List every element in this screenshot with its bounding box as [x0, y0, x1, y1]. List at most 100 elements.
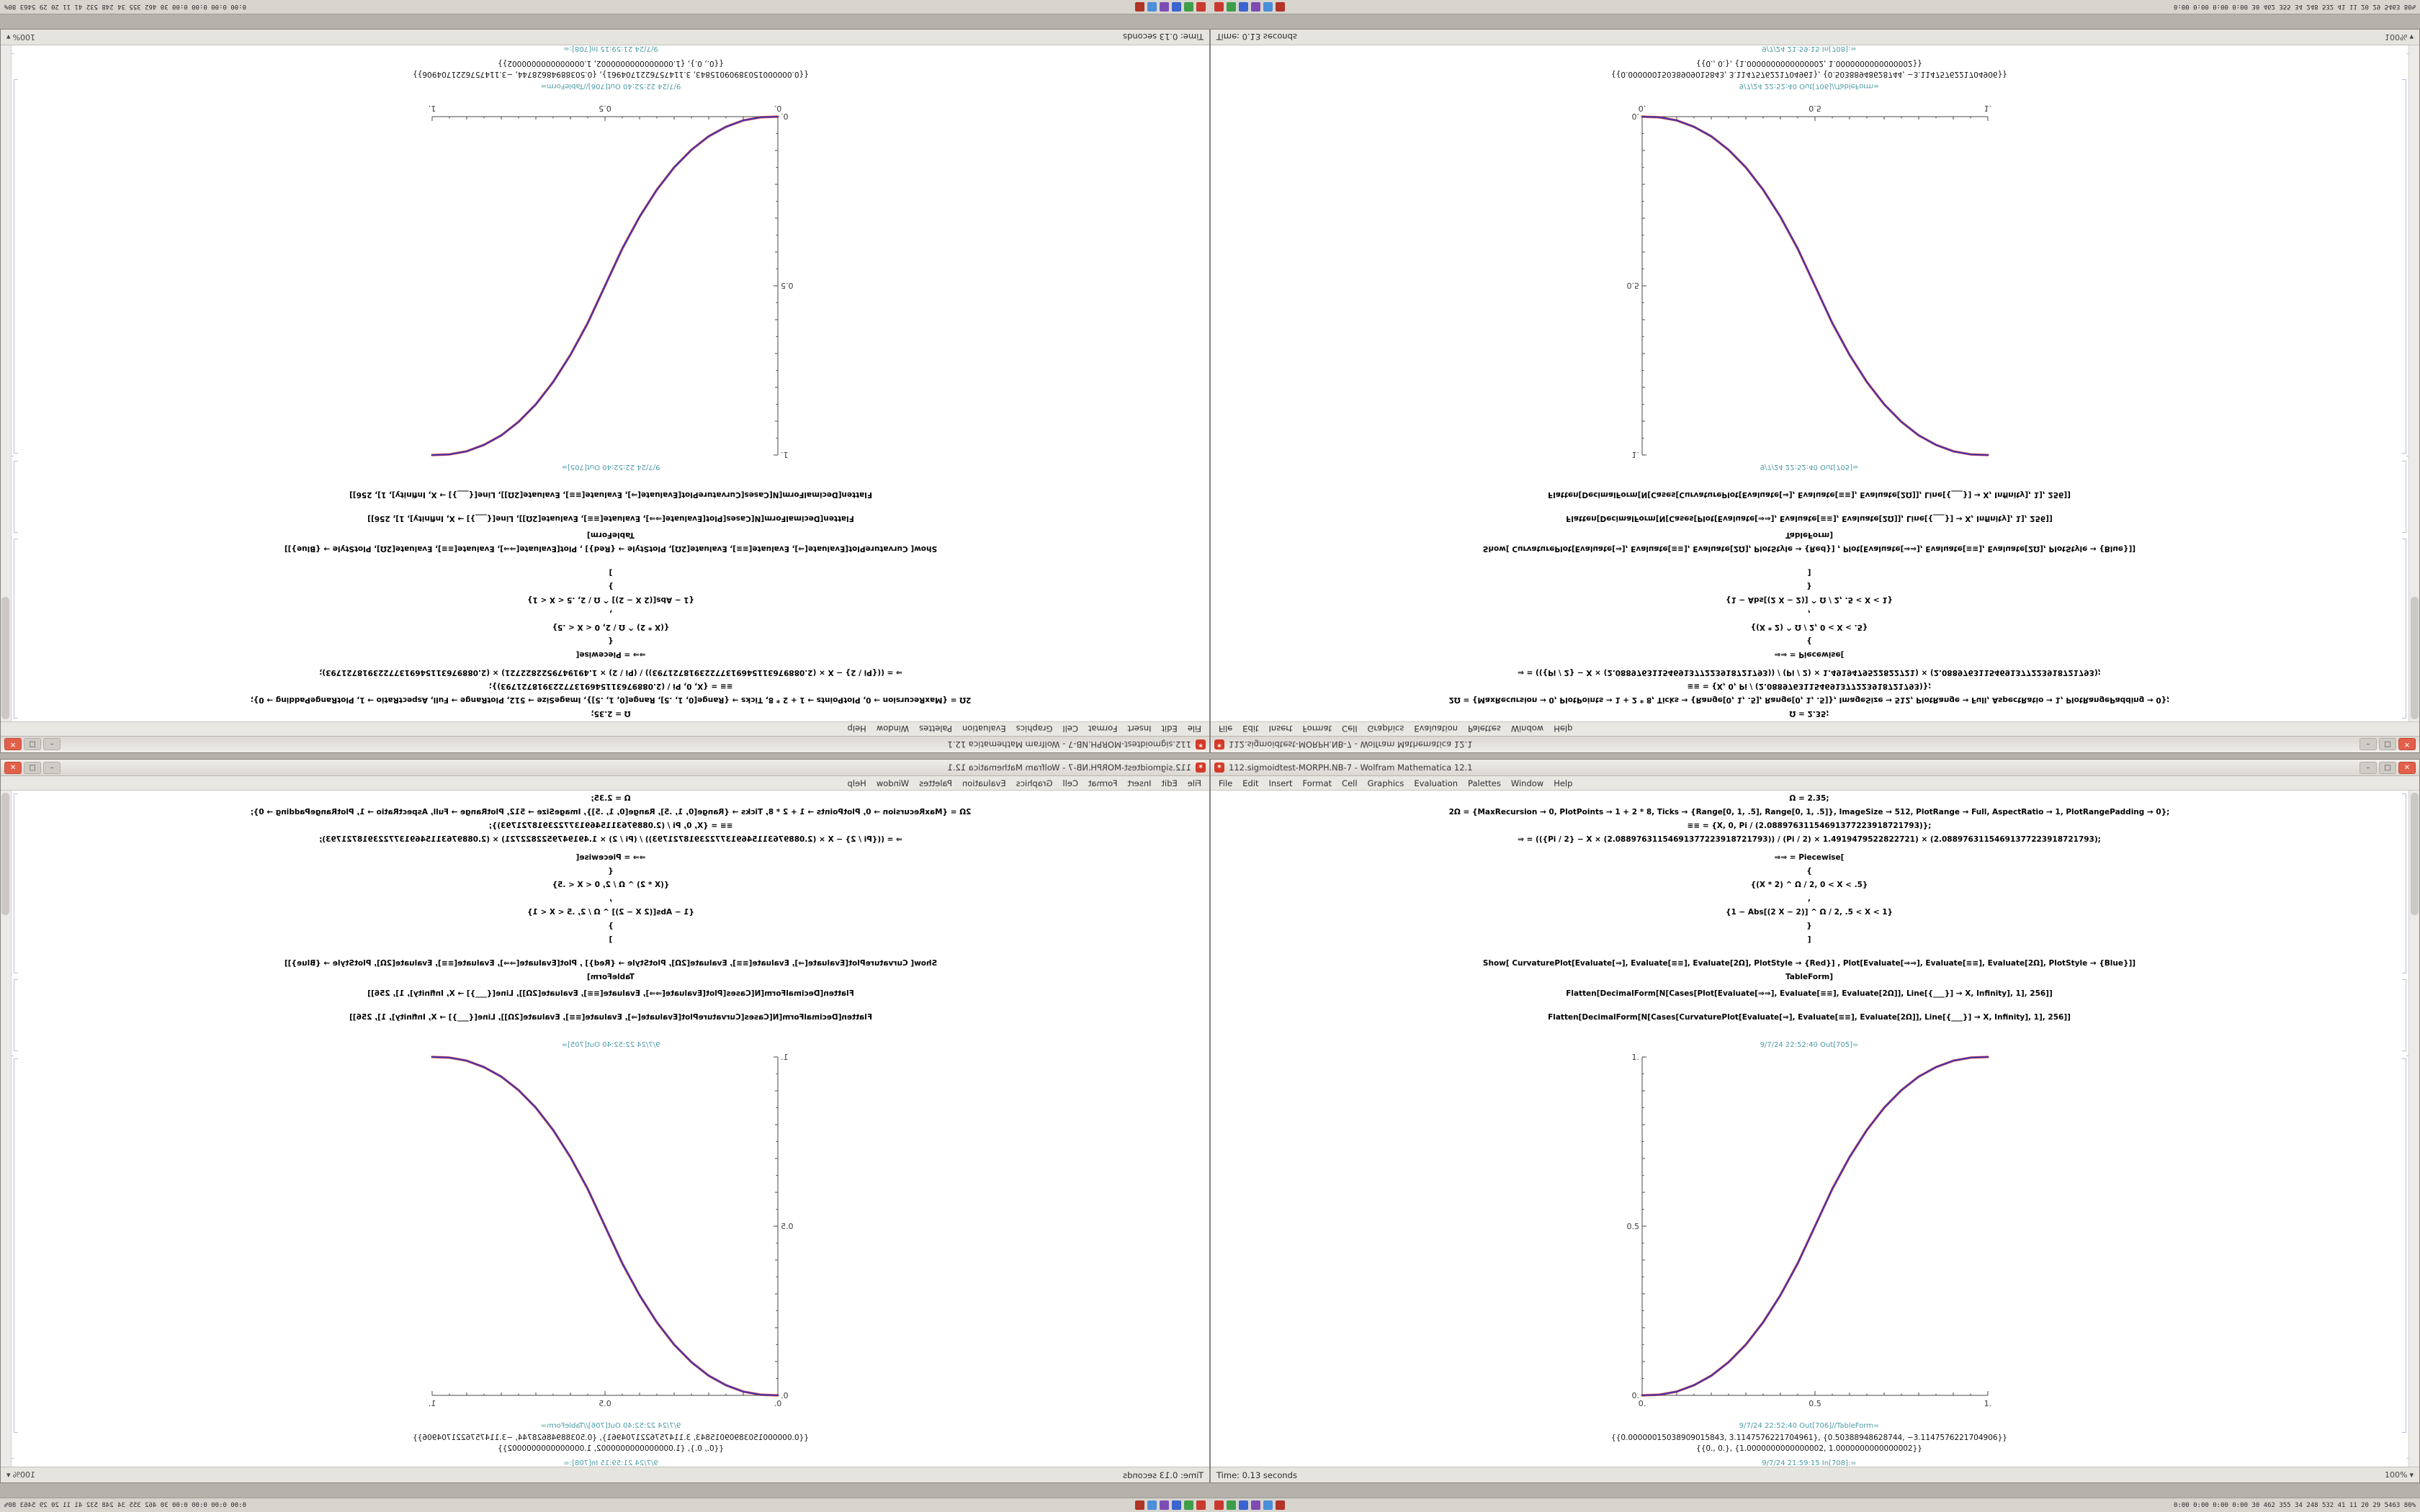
taskbar-app-skyblue-icon[interactable] — [1147, 2, 1157, 12]
menu-file[interactable]: File — [1219, 778, 1233, 788]
taskbar-app-blue-icon[interactable] — [1239, 1500, 1248, 1510]
vertical-scrollbar[interactable] — [2408, 45, 2419, 721]
taskbar-app-purple-icon[interactable] — [1251, 2, 1260, 12]
scrollbar-thumb[interactable] — [2411, 597, 2419, 719]
menu-help[interactable]: Help — [1554, 778, 1573, 788]
taskbar-app-red-icon[interactable] — [1196, 1500, 1206, 1510]
menu-graphics[interactable]: Graphics — [1016, 724, 1053, 734]
menu-graphics[interactable]: Graphics — [1367, 778, 1404, 788]
menu-cell[interactable]: Cell — [1342, 724, 1358, 734]
minimize-button[interactable]: – — [2360, 738, 2377, 751]
notebook-area[interactable]: Ω = 2.35; 2Ω = {MaxRecursion → 0, PlotPoi… — [1211, 45, 2419, 721]
taskbar-app-skyblue-icon[interactable] — [1263, 2, 1273, 12]
cell-bracket[interactable] — [14, 539, 18, 719]
taskbar-app-purple-icon[interactable] — [1160, 2, 1169, 12]
menu-edit[interactable]: Edit — [1242, 724, 1259, 734]
taskbar-app-purple-icon[interactable] — [1251, 1500, 1260, 1510]
maximize-button[interactable]: □ — [2379, 761, 2396, 774]
menu-insert[interactable]: Insert — [1127, 724, 1152, 734]
notebook-area[interactable]: Ω = 2.35; 2Ω = {MaxRecursion → 0, PlotPoi… — [1, 45, 1209, 721]
taskbar-app-darkred-icon[interactable] — [1276, 2, 1285, 12]
menu-help[interactable]: Help — [1554, 724, 1573, 734]
menu-format[interactable]: Format — [1302, 778, 1332, 788]
menu-edit[interactable]: Edit — [1242, 778, 1259, 788]
taskbar-app-green-icon[interactable] — [1184, 2, 1193, 12]
taskbar-app-red-icon[interactable] — [1196, 2, 1206, 12]
taskbar-app-green-icon[interactable] — [1227, 2, 1236, 12]
taskbar-app-red-icon[interactable] — [1214, 2, 1224, 12]
menu-graphics[interactable]: Graphics — [1367, 724, 1404, 734]
input-cell-show[interactable]: Show[ CurvaturePlot[Evaluate[⇒], Evaluat… — [1232, 528, 2386, 555]
cell-bracket[interactable] — [2402, 539, 2406, 719]
menu-window[interactable]: Window — [1510, 724, 1544, 734]
input-cell-definitions[interactable]: Ω = 2.35; 2Ω = {MaxRecursion → 0, PlotPoi… — [34, 792, 1188, 847]
taskbar-app-blue-icon[interactable] — [1172, 2, 1181, 12]
menu-cell[interactable]: Cell — [1062, 724, 1078, 734]
menu-evaluation[interactable]: Evaluation — [962, 778, 1006, 788]
cell-bracket[interactable] — [14, 793, 18, 973]
taskbar-app-blue-icon[interactable] — [1239, 2, 1248, 12]
cell-bracket[interactable] — [14, 1058, 18, 1433]
input-cell-definitions[interactable]: Ω = 2.35; 2Ω = {MaxRecursion → 0, PlotPoi… — [34, 665, 1188, 720]
menu-help[interactable]: Help — [847, 724, 866, 734]
taskbar-app-green-icon[interactable] — [1184, 1500, 1193, 1510]
menu-edit[interactable]: Edit — [1161, 778, 1178, 788]
zoom-control[interactable]: 100% ▾ — [6, 1470, 35, 1480]
cell-bracket[interactable] — [14, 461, 18, 533]
menu-insert[interactable]: Insert — [1268, 724, 1293, 734]
menu-palettes[interactable]: Palettes — [919, 778, 952, 788]
scrollbar-thumb[interactable] — [1, 597, 9, 719]
menu-edit[interactable]: Edit — [1161, 724, 1178, 734]
vertical-scrollbar[interactable] — [2408, 791, 2419, 1467]
input-cell-show[interactable]: Show[ CurvaturePlot[Evaluate[⇒], Evaluat… — [1232, 957, 2386, 984]
close-button[interactable]: ✕ — [4, 738, 22, 751]
menu-graphics[interactable]: Graphics — [1016, 778, 1053, 788]
input-cell-flatten-2[interactable]: Flatten[DecimalForm[N[Cases[CurvaturePlo… — [349, 1013, 872, 1022]
input-cell-flatten-2[interactable]: Flatten[DecimalForm[N[Cases[CurvaturePlo… — [349, 490, 872, 499]
menu-palettes[interactable]: Palettes — [1468, 724, 1501, 734]
vertical-scrollbar[interactable] — [1, 45, 12, 721]
input-cell-flatten-2[interactable]: Flatten[DecimalForm[N[Cases[CurvaturePlo… — [1548, 1013, 2071, 1022]
taskbar-app-green-icon[interactable] — [1227, 1500, 1236, 1510]
cell-bracket[interactable] — [2402, 461, 2406, 533]
input-cell-piecewise[interactable]: ⇒⇒ = Piecewise[{{(X * 2) ^ Ω / 2, 0 < X … — [34, 851, 1188, 947]
input-cell-show[interactable]: Show[ CurvaturePlot[Evaluate[⇒], Evaluat… — [34, 957, 1188, 984]
zoom-control[interactable]: 100% ▾ — [2385, 1470, 2414, 1480]
menu-palettes[interactable]: Palettes — [1468, 778, 1501, 788]
menu-insert[interactable]: Insert — [1268, 778, 1293, 788]
zoom-control[interactable]: 100% ▾ — [6, 32, 35, 42]
menu-file[interactable]: File — [1219, 724, 1233, 734]
close-button[interactable]: ✕ — [4, 761, 22, 774]
taskbar-app-purple-icon[interactable] — [1160, 1500, 1169, 1510]
taskbar-app-skyblue-icon[interactable] — [1263, 1500, 1273, 1510]
menu-format[interactable]: Format — [1088, 724, 1118, 734]
menu-evaluation[interactable]: Evaluation — [1414, 778, 1458, 788]
window-titlebar[interactable]: ✶ 112.sigmoidtest-MORPH.NB-7 - Wolfram M… — [1211, 736, 2419, 752]
minimize-button[interactable]: – — [43, 761, 60, 774]
zoom-control[interactable]: 100% ▾ — [2385, 32, 2414, 42]
input-cell-definitions[interactable]: Ω = 2.35; 2Ω = {MaxRecursion → 0, PlotPoi… — [1232, 665, 2386, 720]
window-titlebar[interactable]: ✶ 112.sigmoidtest-MORPH.NB-7 - Wolfram M… — [1, 760, 1209, 776]
close-button[interactable]: ✕ — [2398, 761, 2416, 774]
minimize-button[interactable]: – — [2360, 761, 2377, 774]
cell-bracket[interactable] — [2402, 79, 2406, 454]
taskbar-app-darkred-icon[interactable] — [1276, 1500, 1285, 1510]
menu-format[interactable]: Format — [1302, 724, 1332, 734]
maximize-button[interactable]: □ — [24, 738, 41, 751]
menu-help[interactable]: Help — [847, 778, 866, 788]
cell-bracket[interactable] — [14, 979, 18, 1051]
input-cell-piecewise[interactable]: ⇒⇒ = Piecewise[{{(X * 2) ^ Ω / 2, 0 < X … — [34, 565, 1188, 661]
window-titlebar[interactable]: ✶ 112.sigmoidtest-MORPH.NB-7 - Wolfram M… — [1, 736, 1209, 752]
input-cell-flatten-1[interactable]: Flatten[DecimalForm[N[Cases[Plot[Evaluat… — [367, 514, 854, 523]
scrollbar-thumb[interactable] — [1, 793, 9, 915]
input-cell-show[interactable]: Show[ CurvaturePlot[Evaluate[⇒], Evaluat… — [34, 528, 1188, 555]
maximize-button[interactable]: □ — [2379, 738, 2396, 751]
menu-window[interactable]: Window — [876, 778, 910, 788]
menu-window[interactable]: Window — [1510, 778, 1544, 788]
taskbar-app-darkred-icon[interactable] — [1135, 2, 1144, 12]
taskbar-app-blue-icon[interactable] — [1172, 1500, 1181, 1510]
close-button[interactable]: ✕ — [2398, 738, 2416, 751]
input-cell-definitions[interactable]: Ω = 2.35; 2Ω = {MaxRecursion → 0, PlotPoi… — [1232, 792, 2386, 847]
window-titlebar[interactable]: ✶ 112.sigmoidtest-MORPH.NB-7 - Wolfram M… — [1211, 760, 2419, 776]
minimize-button[interactable]: – — [43, 738, 60, 751]
